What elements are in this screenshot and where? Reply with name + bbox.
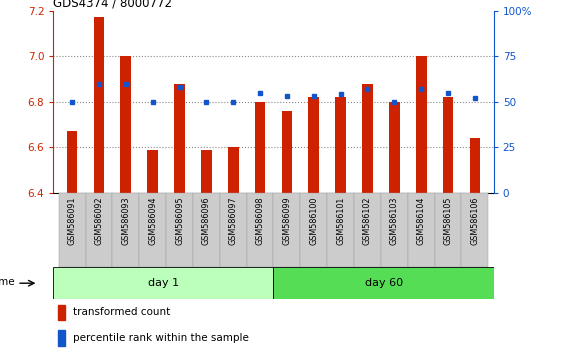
- Bar: [228, 147, 238, 193]
- Text: GSM586105: GSM586105: [444, 197, 453, 245]
- Bar: [94, 17, 104, 193]
- Text: GSM586096: GSM586096: [202, 197, 211, 245]
- Text: GSM586101: GSM586101: [336, 197, 345, 245]
- Bar: [255, 102, 265, 193]
- Text: GSM586100: GSM586100: [309, 197, 318, 245]
- FancyBboxPatch shape: [112, 193, 139, 267]
- Text: GSM586098: GSM586098: [256, 197, 265, 245]
- Text: GSM586095: GSM586095: [175, 197, 184, 245]
- Bar: [274, 267, 494, 299]
- Bar: [201, 150, 211, 193]
- FancyBboxPatch shape: [193, 193, 220, 267]
- FancyBboxPatch shape: [381, 193, 408, 267]
- FancyBboxPatch shape: [327, 193, 354, 267]
- Bar: [58, 304, 65, 320]
- Text: GSM586094: GSM586094: [148, 197, 157, 245]
- Bar: [174, 84, 185, 193]
- Bar: [416, 56, 426, 193]
- Bar: [121, 56, 131, 193]
- Text: transformed count: transformed count: [73, 307, 171, 317]
- FancyBboxPatch shape: [85, 193, 112, 267]
- Bar: [309, 97, 319, 193]
- Bar: [389, 102, 399, 193]
- Bar: [148, 150, 158, 193]
- FancyBboxPatch shape: [220, 193, 247, 267]
- Bar: [282, 111, 292, 193]
- Bar: [53, 267, 274, 299]
- FancyBboxPatch shape: [300, 193, 327, 267]
- FancyBboxPatch shape: [274, 193, 300, 267]
- Text: day 1: day 1: [148, 278, 179, 288]
- Text: GSM586097: GSM586097: [229, 197, 238, 245]
- FancyBboxPatch shape: [462, 193, 488, 267]
- Text: GSM586099: GSM586099: [282, 197, 291, 245]
- FancyBboxPatch shape: [408, 193, 435, 267]
- Text: GDS4374 / 8000772: GDS4374 / 8000772: [53, 0, 172, 10]
- FancyBboxPatch shape: [354, 193, 381, 267]
- Bar: [67, 131, 77, 193]
- Text: GSM586091: GSM586091: [67, 197, 77, 245]
- Bar: [443, 97, 453, 193]
- FancyBboxPatch shape: [166, 193, 193, 267]
- Text: GSM586092: GSM586092: [94, 197, 103, 245]
- Text: GSM586104: GSM586104: [417, 197, 426, 245]
- Text: GSM586102: GSM586102: [363, 197, 372, 245]
- Text: GSM586103: GSM586103: [390, 197, 399, 245]
- FancyBboxPatch shape: [435, 193, 462, 267]
- FancyBboxPatch shape: [247, 193, 274, 267]
- Text: percentile rank within the sample: percentile rank within the sample: [73, 333, 249, 343]
- Text: GSM586106: GSM586106: [470, 197, 480, 245]
- Bar: [470, 138, 480, 193]
- Text: GSM586093: GSM586093: [121, 197, 130, 245]
- Bar: [58, 330, 65, 346]
- Bar: [335, 97, 346, 193]
- Text: day 60: day 60: [365, 278, 403, 288]
- Text: time: time: [0, 276, 15, 287]
- Bar: [362, 84, 373, 193]
- FancyBboxPatch shape: [59, 193, 85, 267]
- FancyBboxPatch shape: [139, 193, 166, 267]
